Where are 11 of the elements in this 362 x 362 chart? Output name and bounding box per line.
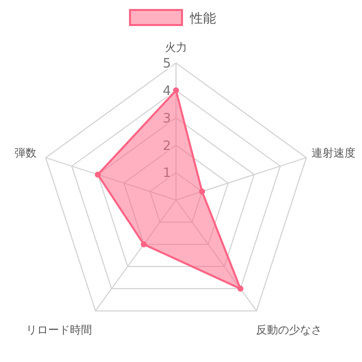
y-tick-label: 2	[162, 138, 171, 154]
legend-label: 性能	[189, 12, 216, 27]
spoke-label: 連射速度	[312, 146, 356, 160]
y-tick-label: 4	[162, 84, 171, 99]
spoke-label: リロード時間	[26, 324, 92, 337]
y-tick-label: 3	[162, 111, 171, 126]
y-tick-label: 1	[162, 166, 171, 182]
y-tick-label: 5	[162, 56, 171, 72]
spoke-label: 弾数	[14, 146, 36, 160]
spoke-label: 火力	[165, 40, 187, 54]
spoke-label: 反動の少なさ	[256, 324, 322, 337]
